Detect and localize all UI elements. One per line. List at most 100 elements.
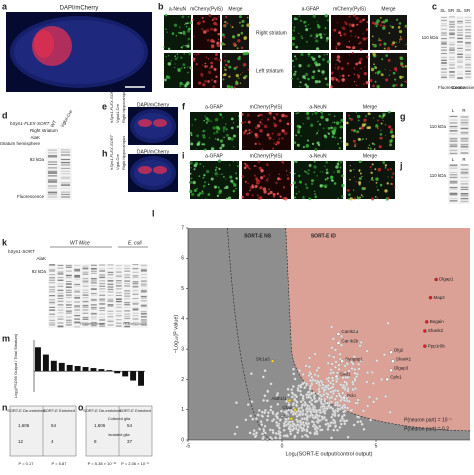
background-point bbox=[346, 387, 350, 391]
speck bbox=[382, 120, 385, 122]
background-point bbox=[265, 399, 269, 403]
background-point bbox=[307, 422, 311, 426]
speck bbox=[325, 160, 329, 164]
x-tick-label: 0 bbox=[281, 443, 284, 449]
speck bbox=[213, 132, 216, 135]
background-point bbox=[326, 393, 330, 397]
gel-band bbox=[107, 300, 114, 303]
lane-label: L bbox=[452, 108, 455, 113]
background-point bbox=[329, 368, 333, 372]
speck bbox=[307, 23, 310, 26]
speck bbox=[322, 171, 324, 173]
gel-band bbox=[60, 164, 71, 166]
driver: Vgat-Cre bbox=[115, 153, 120, 170]
speck bbox=[222, 74, 225, 77]
speck bbox=[314, 193, 316, 195]
speck bbox=[295, 112, 297, 115]
speck bbox=[240, 46, 244, 50]
background-point bbox=[358, 344, 362, 348]
gel-band bbox=[99, 268, 106, 270]
speck bbox=[193, 188, 197, 192]
background-point bbox=[274, 436, 277, 440]
speck bbox=[269, 190, 273, 195]
speck bbox=[210, 120, 212, 123]
speck bbox=[315, 133, 318, 135]
speck bbox=[188, 42, 190, 44]
speck bbox=[207, 80, 210, 83]
speck bbox=[383, 47, 386, 50]
gel-band bbox=[140, 285, 147, 287]
marker-label: 92 kDa bbox=[32, 269, 47, 274]
speck bbox=[295, 45, 299, 49]
speck bbox=[341, 183, 345, 188]
speck bbox=[384, 164, 388, 167]
speck bbox=[337, 59, 340, 62]
gel-band bbox=[460, 152, 469, 154]
table-cell: 54 bbox=[127, 423, 133, 428]
speck bbox=[241, 19, 245, 24]
gene-label: Camk2a bbox=[341, 329, 358, 334]
speck bbox=[221, 33, 225, 37]
speck bbox=[369, 78, 373, 82]
gel-band bbox=[465, 41, 471, 44]
region-label: SORT-E NS bbox=[244, 233, 272, 239]
speck bbox=[378, 37, 380, 40]
table-header: SORT-E De-enriched bbox=[7, 408, 45, 413]
gel-band bbox=[132, 324, 139, 326]
speck bbox=[355, 16, 359, 20]
column-header: mCherry(PylS) bbox=[333, 6, 366, 12]
gel-band bbox=[140, 312, 147, 315]
background-point bbox=[320, 428, 324, 432]
gel-band bbox=[115, 271, 122, 273]
speck bbox=[298, 64, 302, 68]
speck bbox=[253, 174, 257, 177]
speck bbox=[315, 47, 320, 51]
gel-band bbox=[465, 28, 471, 31]
background-point bbox=[284, 434, 288, 438]
background-point bbox=[246, 403, 250, 407]
gel-band bbox=[449, 32, 455, 35]
gel-band bbox=[49, 306, 56, 308]
gel-band bbox=[107, 280, 114, 282]
speck bbox=[245, 192, 250, 196]
speck bbox=[339, 34, 342, 37]
speck bbox=[223, 36, 226, 39]
gel-band bbox=[57, 289, 64, 292]
background-point bbox=[295, 414, 299, 418]
speck bbox=[294, 55, 297, 58]
gel-band bbox=[115, 292, 122, 294]
speck bbox=[224, 63, 228, 67]
speck bbox=[244, 121, 247, 124]
gel-band bbox=[449, 198, 458, 200]
gel-band bbox=[57, 318, 64, 320]
speck bbox=[325, 179, 327, 181]
gel-band bbox=[132, 303, 139, 305]
speck bbox=[370, 178, 374, 181]
speck bbox=[305, 186, 309, 190]
speck bbox=[302, 146, 305, 149]
speck bbox=[205, 117, 209, 121]
background-point bbox=[290, 391, 294, 395]
gel-band bbox=[449, 194, 458, 196]
gel-band bbox=[74, 295, 81, 297]
gel-band bbox=[457, 53, 463, 56]
speck bbox=[259, 196, 263, 200]
speck bbox=[305, 40, 308, 43]
speck bbox=[211, 79, 213, 81]
speck bbox=[336, 55, 341, 59]
speck bbox=[222, 126, 226, 130]
speck bbox=[241, 72, 244, 74]
background-point bbox=[261, 432, 265, 436]
speck bbox=[204, 130, 206, 132]
gel-band bbox=[140, 304, 147, 307]
background-point bbox=[341, 386, 345, 390]
gel-band bbox=[60, 176, 71, 178]
speck bbox=[315, 39, 319, 43]
speck bbox=[360, 126, 364, 130]
gel-band bbox=[57, 297, 64, 299]
speck bbox=[405, 80, 408, 82]
speck bbox=[388, 125, 392, 129]
background-point bbox=[330, 346, 334, 350]
gel-band bbox=[107, 277, 114, 279]
legend-swatch bbox=[398, 418, 402, 422]
